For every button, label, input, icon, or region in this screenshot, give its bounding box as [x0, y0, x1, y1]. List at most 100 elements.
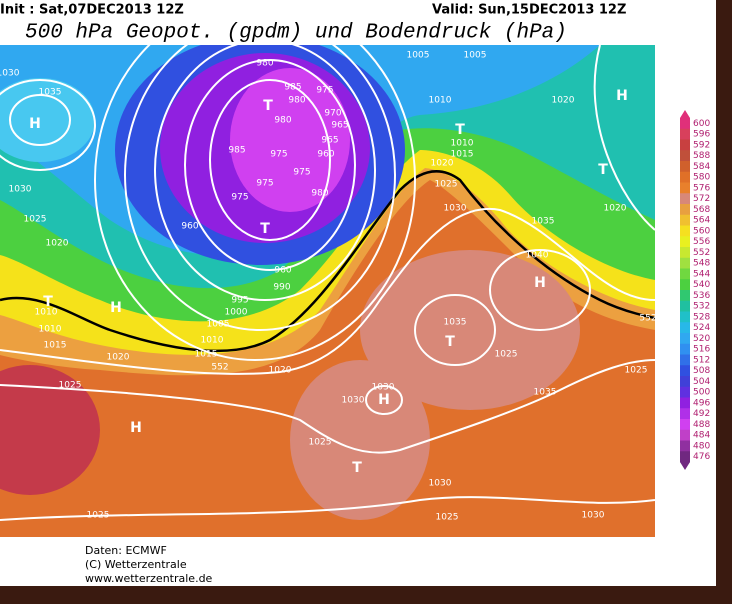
field	[230, 68, 350, 212]
colorbar-tip	[680, 462, 690, 470]
right-border	[716, 0, 732, 604]
colorbar-label: 500	[693, 388, 710, 398]
isobar-label: 1010	[429, 96, 452, 106]
colorbar-label: 584	[693, 162, 710, 172]
isobar-label: 1030	[372, 383, 395, 393]
isobar-label: 1025	[495, 350, 518, 360]
isobar-label: 1015	[44, 341, 67, 351]
field	[360, 250, 580, 410]
isobar-label: 1005	[207, 320, 230, 330]
valid-time: Valid: Sun,15DEC2013 12Z	[432, 3, 626, 18]
isobar-label: 985	[284, 83, 301, 93]
colorbar-swatch	[680, 429, 690, 441]
isobar-label: 965	[321, 136, 338, 146]
pressure-center: H	[378, 392, 390, 408]
colorbar-swatch	[680, 408, 690, 420]
colorbar-label: 516	[693, 345, 710, 355]
colorbar-label: 580	[693, 173, 710, 183]
isobar-label: 1025	[59, 381, 82, 391]
pressure-center: H	[616, 88, 628, 104]
isobar-label: 1020	[604, 204, 627, 214]
isobar-label: 960	[274, 266, 291, 276]
isobar-label: 1030	[429, 479, 452, 489]
colorbar-label: 548	[693, 259, 710, 269]
isobar-label: 980	[256, 59, 273, 69]
isobar-label: 1020	[552, 96, 575, 106]
colorbar-swatch	[680, 225, 690, 237]
colorbar-label: 476	[693, 452, 710, 462]
isobar-label: 1025	[435, 180, 458, 190]
isobar-label: 1000	[225, 308, 248, 318]
isobar-label: 1020	[269, 366, 292, 376]
colorbar-swatch	[680, 182, 690, 194]
footer-url: www.wetterzentrale.de	[85, 572, 213, 585]
isobar-label: 1005	[464, 51, 487, 61]
pressure-center: T	[352, 460, 362, 476]
pressure-center: H	[29, 116, 41, 132]
colorbar-tip	[680, 110, 690, 118]
isobar-label: 552	[211, 363, 228, 373]
colorbar-swatch	[680, 343, 690, 355]
colorbar-swatch	[680, 440, 690, 452]
pressure-center: T	[263, 98, 273, 114]
colorbar-swatch	[680, 300, 690, 312]
pressure-center: H	[534, 275, 546, 291]
footer: Daten: ECMWF (C) Wetterzentrale www.wett…	[85, 544, 213, 585]
isobar-label: 1030	[9, 185, 32, 195]
colorbar-label: 588	[693, 151, 710, 161]
isobar-label: 1025	[625, 366, 648, 376]
colorbar-label: 508	[693, 366, 710, 376]
isobar-label: 1010	[35, 308, 58, 318]
isobar-label: 552	[639, 314, 656, 324]
isobar-label: 960	[181, 222, 198, 232]
isobar-label: 975	[270, 150, 287, 160]
isobar-label: 1040	[526, 251, 549, 261]
colorbar-swatch	[680, 376, 690, 388]
colorbar-label: 568	[693, 205, 710, 215]
isobar-label: 1020	[107, 353, 130, 363]
colorbar-label: 576	[693, 183, 710, 193]
colorbar-swatch	[680, 128, 690, 140]
isobar-label: 1015	[451, 150, 474, 160]
isobar-label: 1025	[309, 438, 332, 448]
isobar-label: 1035	[532, 217, 555, 227]
colorbar-swatch	[680, 386, 690, 398]
isobar-label: 1010	[39, 325, 62, 335]
colorbar-swatch	[680, 214, 690, 226]
colorbar-label: 484	[693, 431, 710, 441]
init-time: Init : Sat,07DEC2013 12Z	[0, 3, 184, 18]
colorbar-label: 528	[693, 312, 710, 322]
colorbar-swatch	[680, 365, 690, 377]
isobar-label: 990	[273, 283, 290, 293]
field	[0, 365, 100, 495]
colorbar-label: 536	[693, 291, 710, 301]
colorbar-label: 556	[693, 237, 710, 247]
colorbar-label: 564	[693, 216, 710, 226]
isobar-label: 1030	[582, 511, 605, 521]
colorbar-swatch	[680, 150, 690, 162]
colorbar-swatch	[680, 279, 690, 291]
colorbar-swatch	[680, 322, 690, 334]
pressure-center: T	[43, 294, 53, 310]
colorbar-swatch	[680, 311, 690, 323]
isobar-label: 1030	[0, 69, 20, 79]
pressure-center: T	[445, 334, 455, 350]
colorbar-label: 540	[693, 280, 710, 290]
colorbar-swatch	[680, 204, 690, 216]
isobar-label: 1025	[87, 511, 110, 521]
isobar-label: 970	[324, 109, 341, 119]
isobar-label: 1005	[407, 51, 430, 61]
isobar-label: 975	[256, 179, 273, 189]
isobar-label: 975	[293, 168, 310, 178]
footer-copyright: (C) Wetterzentrale	[85, 558, 187, 571]
colorbar-label: 504	[693, 377, 710, 387]
bottom-border	[0, 586, 732, 604]
isobar-label: 1015	[195, 350, 218, 360]
colorbar-swatch	[680, 257, 690, 269]
contour-552	[0, 170, 655, 353]
isobar-label: 975	[231, 193, 248, 203]
isobar-label: 1035	[444, 318, 467, 328]
colorbar-label: 552	[693, 248, 710, 258]
colorbar-swatch	[680, 333, 690, 345]
